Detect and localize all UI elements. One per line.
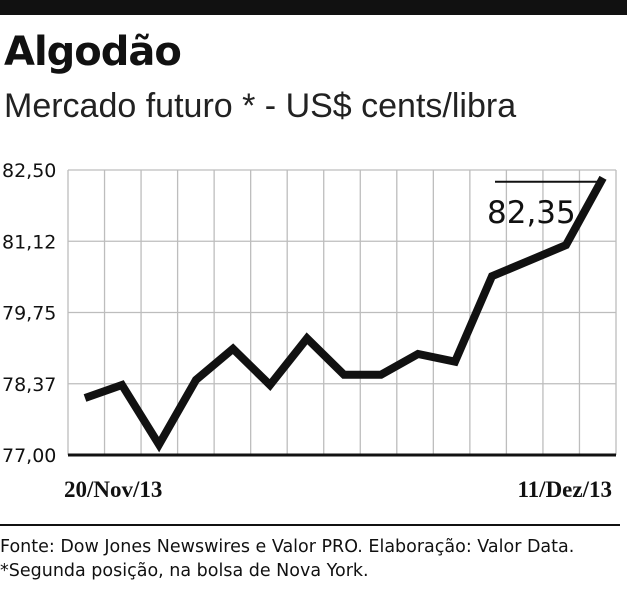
x-tick-label: 20/Nov/13 (64, 477, 162, 502)
annotation-label: 82,35 (487, 195, 576, 231)
chart-title: Algodão (4, 29, 182, 75)
line-chart: 82,50 81,12 79,75 78,37 77,00 20/Nov/13 11/Dez… (2, 160, 617, 502)
source-note: Fonte: Dow Jones Newswires e Valor PRO. … (0, 537, 575, 581)
y-tick-label: 79,75 (2, 303, 56, 325)
top-bar (0, 0, 627, 15)
y-tick-label: 81,12 (2, 231, 56, 253)
y-tick-label: 78,37 (2, 374, 56, 396)
footer-divider (0, 524, 620, 526)
chart-subtitle: Mercado futuro * - US$ cents/libra (4, 87, 517, 125)
x-tick-label: 11/Dez/13 (517, 477, 612, 502)
y-tick-label: 77,00 (2, 445, 56, 467)
y-tick-label: 82,50 (2, 160, 56, 182)
